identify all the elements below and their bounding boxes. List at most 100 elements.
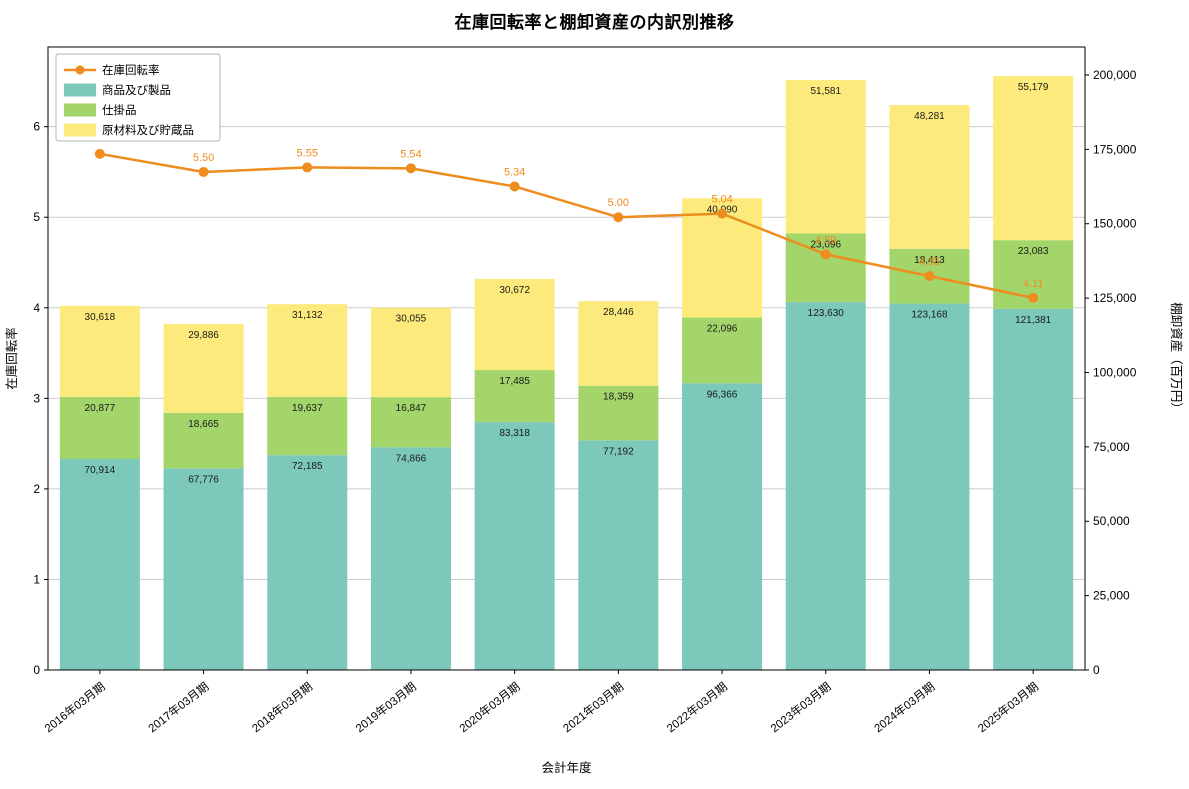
bar-value-label: 96,366 (707, 389, 738, 400)
turnover-value-label: 5.50 (193, 152, 214, 164)
legend-line-marker (75, 65, 85, 75)
right-tick-label: 0 (1093, 663, 1100, 677)
bar-segment (578, 301, 659, 386)
bar-segment (785, 80, 866, 234)
bar-segment (578, 440, 659, 670)
bar-segment (370, 307, 451, 398)
bar-segment (578, 385, 659, 441)
bar-segment (993, 76, 1074, 241)
turnover-value-label: 4.35 (919, 256, 940, 268)
legend-box (55, 53, 221, 142)
bar-value-label: 30,055 (396, 314, 427, 325)
bar-value-label: 48,281 (914, 111, 945, 122)
turnover-point (405, 163, 416, 174)
right-tick-label: 100,000 (1093, 365, 1137, 379)
turnover-point (509, 181, 520, 192)
bar-value-label: 74,866 (396, 453, 427, 464)
bar-value-label: 121,381 (1015, 315, 1052, 326)
plot-border (47, 46, 1086, 671)
x-tick-label: 2016年03月期 (42, 679, 108, 735)
bar-segment (785, 302, 866, 670)
bar-segment (682, 383, 763, 670)
bar-segment (163, 412, 244, 469)
bar-value-label: 20,877 (85, 403, 116, 414)
turnover-value-label: 4.59 (815, 234, 836, 246)
right-tick-label: 125,000 (1093, 291, 1137, 305)
bar-value-label: 72,185 (292, 461, 323, 472)
legend-label: 在庫回転率 (102, 63, 160, 77)
bar-value-label: 51,581 (810, 86, 841, 97)
bar-segment (474, 422, 555, 670)
bar-value-label: 83,318 (499, 428, 530, 439)
left-tick-label: 4 (33, 301, 40, 315)
bar-value-label: 55,179 (1018, 82, 1049, 93)
bar-segment (59, 459, 140, 670)
bar-value-label: 23,083 (1018, 246, 1049, 257)
turnover-value-label: 5.04 (711, 194, 732, 206)
bar-value-label: 31,132 (292, 310, 323, 321)
left-tick-label: 2 (33, 482, 40, 496)
bar-segment (370, 447, 451, 670)
turnover-point (1028, 292, 1039, 303)
bar-value-label: 30,618 (85, 312, 116, 323)
bar-value-label: 30,672 (499, 285, 530, 296)
right-tick-label: 75,000 (1093, 440, 1130, 454)
left-tick-label: 1 (33, 572, 40, 586)
left-tick-label: 0 (33, 663, 40, 677)
x-tick-label: 2020年03月期 (456, 679, 522, 735)
turnover-point (924, 271, 935, 282)
turnover-value-label: 4.11 (1023, 278, 1044, 290)
y-axis-left-title: 在庫回転率 (4, 327, 19, 390)
legend-label: 商品及び製品 (102, 83, 171, 97)
bar-segment (267, 304, 348, 397)
right-tick-label: 175,000 (1093, 142, 1137, 156)
bar-value-label: 123,168 (911, 310, 948, 321)
bar-value-label: 22,096 (707, 324, 738, 335)
turnover-point (302, 162, 313, 173)
left-tick-label: 5 (33, 210, 40, 224)
chart-title: 在庫回転率と棚卸資産の内訳別推移 (454, 13, 735, 32)
bar-segment (163, 468, 244, 670)
bar-value-label: 29,886 (188, 330, 219, 341)
bar-value-label: 123,630 (808, 308, 845, 319)
right-tick-label: 150,000 (1093, 217, 1137, 231)
bar-segment (163, 323, 244, 413)
bar-value-label: 18,413 (914, 255, 945, 266)
turnover-point (613, 212, 624, 223)
bar-value-label: 70,914 (85, 465, 116, 476)
y-axis-right-title: 棚卸資産（百万円） (1169, 302, 1184, 415)
turnover-value-label: 5.34 (504, 166, 525, 178)
legend-swatch (64, 103, 96, 117)
bar-value-label: 19,637 (292, 403, 323, 414)
bar-segment (993, 308, 1074, 670)
right-tick-label: 200,000 (1093, 68, 1137, 82)
bar-value-label: 77,192 (603, 446, 634, 457)
bar-segment (59, 396, 140, 460)
bar-segment (474, 370, 555, 423)
bar-segment (267, 396, 348, 456)
bar-value-label: 28,446 (603, 307, 634, 318)
turnover-point (198, 166, 209, 177)
bar-value-label: 23,096 (810, 239, 841, 250)
turnover-point (717, 208, 728, 219)
x-tick-label: 2018年03月期 (249, 679, 315, 735)
x-tick-label: 2024年03月期 (871, 679, 937, 735)
bar-segment (370, 397, 451, 448)
bar-value-label: 16,847 (396, 403, 427, 414)
turnover-point (94, 148, 105, 159)
bar-value-label: 18,359 (603, 392, 634, 403)
x-tick-label: 2017年03月期 (145, 679, 211, 735)
left-tick-label: 3 (33, 391, 40, 405)
right-tick-label: 25,000 (1093, 589, 1130, 603)
right-tick-label: 50,000 (1093, 514, 1130, 528)
bar-segment (889, 105, 970, 249)
bar-segment (889, 303, 970, 670)
bar-segment (682, 317, 763, 384)
x-tick-label: 2025年03月期 (975, 679, 1041, 735)
bar-segment (267, 455, 348, 670)
x-axis-title: 会計年度 (541, 760, 592, 775)
turnover-point (820, 249, 831, 260)
